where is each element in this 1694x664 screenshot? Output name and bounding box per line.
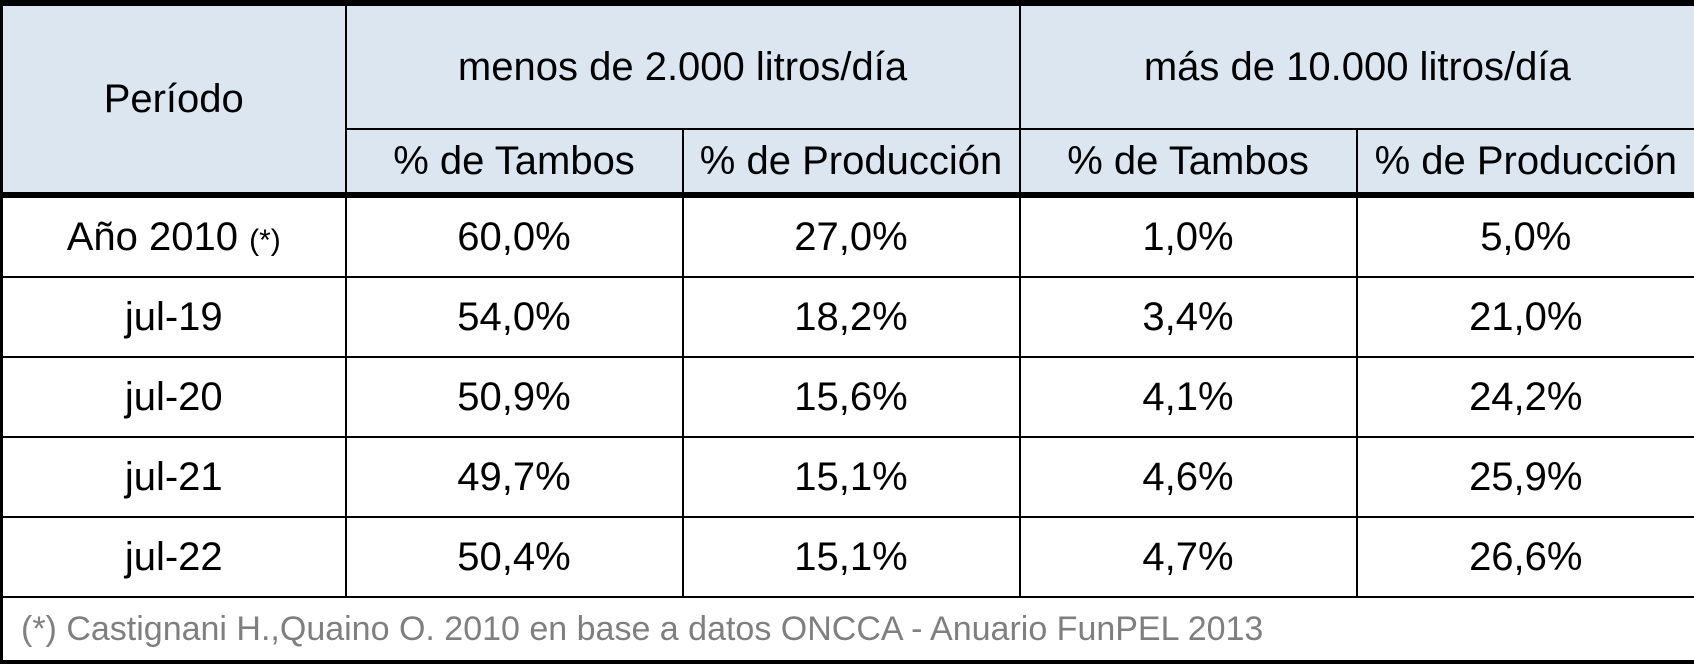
table-row: jul-20 50,9% 15,6% 4,1% 24,2% — [2, 357, 1694, 437]
period-cell: Año 2010 (*) — [2, 195, 346, 277]
header-group-small: menos de 2.000 litros/día — [346, 3, 1020, 129]
period-label: Año 2010 — [67, 215, 238, 259]
tambos-small-cell: 60,0% — [346, 195, 683, 277]
table-row: Año 2010 (*) 60,0% 27,0% 1,0% 5,0% — [2, 195, 1694, 277]
tambos-large-cell: 4,7% — [1020, 517, 1357, 597]
produccion-large-cell: 24,2% — [1357, 357, 1694, 437]
tambos-small-cell: 50,4% — [346, 517, 683, 597]
tambos-small-cell: 54,0% — [346, 277, 683, 357]
header-row-groups: Período menos de 2.000 litros/día más de… — [2, 3, 1694, 129]
header-tambos-large: % de Tambos — [1020, 129, 1357, 195]
produccion-large-cell: 25,9% — [1357, 437, 1694, 517]
table-header: Período menos de 2.000 litros/día más de… — [2, 3, 1694, 195]
header-produccion-large: % de Producción — [1357, 129, 1694, 195]
period-cell: jul-19 — [2, 277, 346, 357]
period-note: (*) — [249, 224, 281, 257]
header-tambos-small: % de Tambos — [346, 129, 683, 195]
produccion-small-cell: 27,0% — [683, 195, 1020, 277]
produccion-large-cell: 5,0% — [1357, 195, 1694, 277]
tambos-large-cell: 4,1% — [1020, 357, 1357, 437]
tambos-large-cell: 4,6% — [1020, 437, 1357, 517]
period-cell: jul-22 — [2, 517, 346, 597]
footnote-row: (*) Castignani H.,Quaino O. 2010 en base… — [2, 597, 1694, 662]
table-body: Año 2010 (*) 60,0% 27,0% 1,0% 5,0% jul-1… — [2, 195, 1694, 597]
produccion-small-cell: 15,6% — [683, 357, 1020, 437]
header-periodo: Período — [2, 3, 346, 195]
produccion-small-cell: 15,1% — [683, 517, 1020, 597]
tambos-small-cell: 49,7% — [346, 437, 683, 517]
produccion-small-cell: 18,2% — [683, 277, 1020, 357]
produccion-large-cell: 21,0% — [1357, 277, 1694, 357]
period-cell: jul-20 — [2, 357, 346, 437]
header-produccion-small: % de Producción — [683, 129, 1020, 195]
source-footnote: (*) Castignani H.,Quaino O. 2010 en base… — [2, 597, 1694, 662]
produccion-large-cell: 26,6% — [1357, 517, 1694, 597]
header-group-large: más de 10.000 litros/día — [1020, 3, 1694, 129]
period-cell: jul-21 — [2, 437, 346, 517]
tambos-small-cell: 50,9% — [346, 357, 683, 437]
table-footer: (*) Castignani H.,Quaino O. 2010 en base… — [2, 597, 1694, 662]
tambos-large-cell: 1,0% — [1020, 195, 1357, 277]
produccion-small-cell: 15,1% — [683, 437, 1020, 517]
table-row: jul-22 50,4% 15,1% 4,7% 26,6% — [2, 517, 1694, 597]
table-row: jul-19 54,0% 18,2% 3,4% 21,0% — [2, 277, 1694, 357]
table-row: jul-21 49,7% 15,1% 4,6% 25,9% — [2, 437, 1694, 517]
tambos-large-cell: 3,4% — [1020, 277, 1357, 357]
